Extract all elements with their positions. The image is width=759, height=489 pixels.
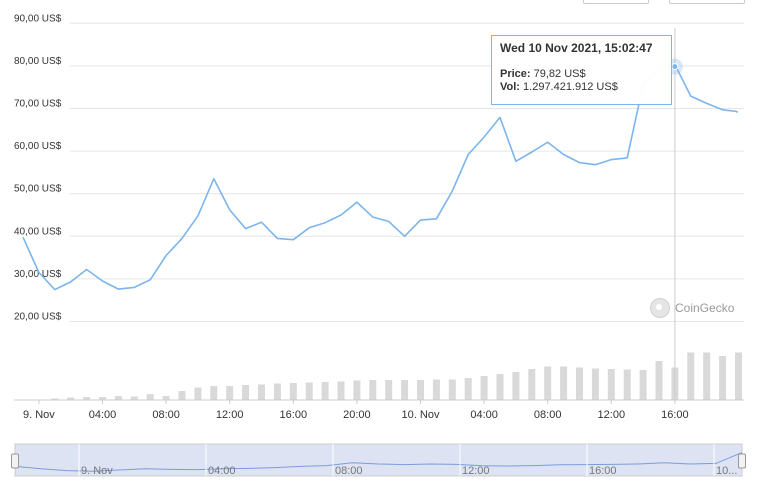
tooltip-vol-value: 1.297.421.912 US$ [523, 81, 618, 93]
volume-bar [655, 361, 663, 400]
volume-bar [417, 380, 424, 400]
tooltip-price-value: 79,82 US$ [533, 68, 586, 80]
x-tick-label: 04:00 [470, 409, 498, 421]
volume-bar [623, 369, 631, 400]
x-tick-label: 04:00 [89, 409, 117, 421]
tooltip-vol-row: Vol: 1.297.421.912 US$ [500, 81, 663, 94]
y-tick-label: 50,00 US$ [14, 184, 62, 195]
range-button-left[interactable] [583, 0, 649, 4]
volume-bar [560, 366, 568, 400]
volume-bar [194, 387, 202, 400]
volume-bar [401, 380, 409, 400]
volume-bar [719, 356, 727, 400]
volume-bar [448, 379, 456, 400]
volume-bar [735, 352, 742, 400]
volume-bar [512, 372, 520, 400]
tooltip-date: Wed 10 Nov 2021, 15:02:47 [500, 41, 653, 55]
navigator-tick-label: 12:00 [462, 465, 490, 477]
volume-bar [639, 370, 647, 400]
navigator-selection[interactable] [14, 443, 743, 477]
x-tick-label: 12:00 [216, 409, 244, 421]
volume-bar [51, 398, 59, 400]
navigator-tick-label: 04:00 [208, 465, 236, 477]
volume-bar [258, 384, 265, 400]
volume-bar [432, 379, 440, 400]
y-tick-label: 40,00 US$ [14, 226, 62, 237]
x-axis: 9. Nov 04:00 08:00 12:00 16:00 20:00 10. Nov 04… [14, 399, 744, 421]
watermark-text: CoinGecko [675, 301, 735, 315]
navigator-handle-left[interactable] [11, 453, 19, 469]
volume-bar [114, 396, 122, 400]
y-tick-label: 70,00 US$ [14, 99, 62, 110]
volume-bar [242, 385, 250, 400]
y-tick-label: 60,00 US$ [14, 141, 62, 152]
tooltip-price-label: Price: [500, 68, 531, 80]
x-tick-label: 12:00 [598, 409, 626, 421]
volume-bar [528, 369, 536, 400]
y-tick-label: 30,00 US$ [14, 269, 62, 280]
volume-bar [703, 352, 711, 400]
coingecko-watermark: CoinGecko [650, 298, 734, 318]
navigator-tick-label: 08:00 [335, 465, 363, 477]
volume-bar [607, 369, 615, 400]
volume-bar [464, 378, 472, 400]
navigator-tick-label: 10... [716, 465, 737, 477]
volume-bars [51, 352, 742, 400]
volume-bar [210, 386, 218, 400]
volume-bar [146, 394, 154, 400]
volume-bar [480, 376, 488, 400]
volume-bar [99, 397, 106, 400]
volume-bar [576, 367, 583, 400]
y-tick-label: 90,00 US$ [14, 13, 62, 24]
y-axis-labels: 20,00 US$ 30,00 US$ 40,00 US$ 50,00 US$ 60,0… [14, 13, 62, 322]
y-tick-label: 80,00 US$ [14, 56, 62, 67]
coingecko-logo-icon [650, 298, 670, 318]
volume-bar [289, 383, 297, 400]
y-tick-label: 20,00 US$ [14, 312, 62, 323]
volume-bar [305, 382, 313, 400]
x-tick-label: 08:00 [534, 409, 562, 421]
navigator-line [14, 452, 743, 472]
volume-bar [369, 380, 377, 400]
volume-bar [496, 374, 504, 400]
grid-lines [70, 22, 744, 322]
tooltip-vol-label: Vol: [500, 81, 520, 93]
navigator-tick-label: 9. Nov [81, 465, 113, 477]
navigator-tick-label: 16:00 [589, 465, 617, 477]
x-tick-label: 10. Nov [402, 409, 440, 421]
volume-bar [544, 366, 552, 400]
volume-bar [321, 382, 329, 400]
tooltip-price-row: Price: 79,82 US$ [500, 68, 663, 81]
volume-bar [385, 380, 393, 400]
volume-bar [162, 396, 170, 400]
volume-bar [353, 380, 361, 400]
volume-bar [83, 397, 91, 400]
price-tooltip: Wed 10 Nov 2021, 15:02:47 Price: 79,82 U… [491, 35, 672, 105]
navigator-handle-right[interactable] [738, 453, 746, 469]
volume-bar [226, 386, 234, 400]
price-line [22, 63, 738, 291]
x-tick-label: 16:00 [280, 409, 308, 421]
volume-bar [337, 381, 345, 400]
x-tick-label: 08:00 [152, 409, 180, 421]
range-button-right[interactable] [669, 0, 745, 4]
x-tick-label: 9. Nov [23, 409, 55, 421]
volume-bar [130, 396, 138, 400]
volume-bar [67, 397, 75, 400]
hover-point [671, 63, 679, 71]
x-tick-label: 16:00 [661, 409, 689, 421]
volume-bar [591, 368, 599, 400]
x-tick-label: 20:00 [343, 409, 371, 421]
volume-bar [178, 391, 186, 400]
volume-bar [687, 352, 695, 400]
navigator[interactable]: 9. Nov 04:00 08:00 12:00 16:00 10... [11, 443, 746, 477]
volume-bar [273, 383, 281, 400]
